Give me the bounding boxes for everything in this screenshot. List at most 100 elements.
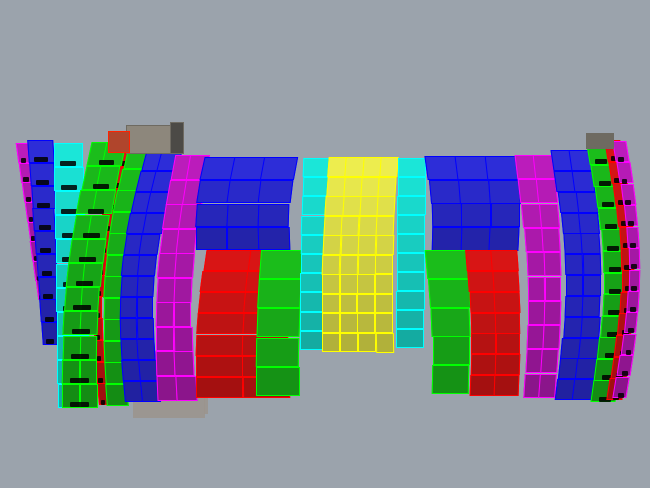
label-fleck	[40, 248, 52, 254]
label-fleck	[35, 179, 50, 185]
mesh-cell	[357, 274, 376, 294]
mesh-cell	[396, 310, 425, 329]
label-fleck	[604, 353, 617, 359]
label-fleck	[630, 242, 636, 248]
ground-shadow-plate	[204, 392, 208, 414]
label-fleck	[20, 157, 27, 163]
mesh-cell	[196, 226, 228, 251]
label-fleck	[34, 157, 49, 163]
mesh-cell	[565, 275, 584, 296]
label-fleck	[594, 159, 607, 165]
label-fleck	[598, 396, 611, 402]
mesh-cell	[321, 293, 340, 313]
label-fleck	[607, 245, 620, 251]
mesh-cell	[375, 254, 393, 274]
mesh-cell	[544, 276, 561, 301]
label-fleck	[61, 209, 78, 215]
label-fleck	[100, 399, 105, 405]
label-fleck	[608, 267, 621, 273]
label-fleck	[624, 286, 632, 292]
label-fleck	[598, 180, 611, 186]
label-fleck	[605, 223, 618, 229]
top-cap-edge	[170, 122, 184, 154]
label-fleck	[621, 178, 628, 184]
mesh-cell	[136, 297, 153, 318]
mesh-cell	[490, 203, 520, 227]
mesh-cell	[321, 332, 340, 352]
label-fleck	[71, 329, 90, 335]
label-fleck	[621, 221, 628, 227]
label-fleck	[93, 184, 109, 190]
mesh-cell	[396, 253, 425, 272]
mesh-cell	[583, 275, 601, 296]
top-cap-plate	[586, 133, 614, 149]
label-fleck	[608, 288, 621, 294]
label-fleck	[87, 208, 105, 214]
mesh-cell	[495, 333, 521, 355]
label-fleck	[31, 236, 36, 242]
mesh-cell	[397, 177, 426, 196]
label-fleck	[60, 185, 77, 191]
label-fleck	[28, 216, 34, 222]
label-fleck	[23, 177, 29, 183]
label-fleck	[41, 271, 53, 276]
mesh-cell	[339, 313, 358, 333]
label-fleck	[73, 305, 92, 311]
mesh-cell	[357, 313, 376, 333]
label-fleck	[610, 156, 618, 162]
label-fleck	[631, 264, 637, 270]
label-fleck	[79, 256, 97, 262]
label-fleck	[95, 334, 101, 340]
label-fleck	[61, 233, 79, 239]
mesh-cell	[396, 291, 425, 310]
label-fleck	[606, 331, 619, 337]
mesh-cell	[397, 215, 426, 234]
label-fleck	[69, 402, 90, 407]
label-fleck	[98, 377, 103, 383]
mesh-cell	[471, 333, 496, 355]
mesh-cell	[396, 329, 425, 348]
label-fleck	[618, 199, 625, 205]
mesh-cell	[79, 383, 98, 408]
label-fleck	[628, 328, 634, 334]
label-fleck	[38, 225, 51, 231]
label-fleck	[70, 377, 90, 383]
label-fleck	[602, 202, 615, 208]
mesh-cell	[321, 313, 340, 333]
label-fleck	[75, 281, 94, 286]
label-fleck	[618, 157, 624, 163]
label-fleck	[96, 356, 102, 362]
label-fleck	[614, 177, 621, 183]
label-fleck	[46, 339, 55, 345]
label-fleck	[60, 161, 76, 167]
mesh-cell	[79, 359, 98, 384]
label-fleck	[98, 160, 115, 166]
mesh-cell	[396, 272, 425, 291]
mesh-cell	[397, 234, 426, 253]
label-fleck	[34, 255, 38, 261]
mesh-cell	[256, 366, 300, 396]
label-fleck	[26, 197, 31, 202]
mesh-cell	[54, 167, 84, 192]
label-fleck	[608, 310, 621, 316]
label-fleck	[625, 349, 631, 355]
